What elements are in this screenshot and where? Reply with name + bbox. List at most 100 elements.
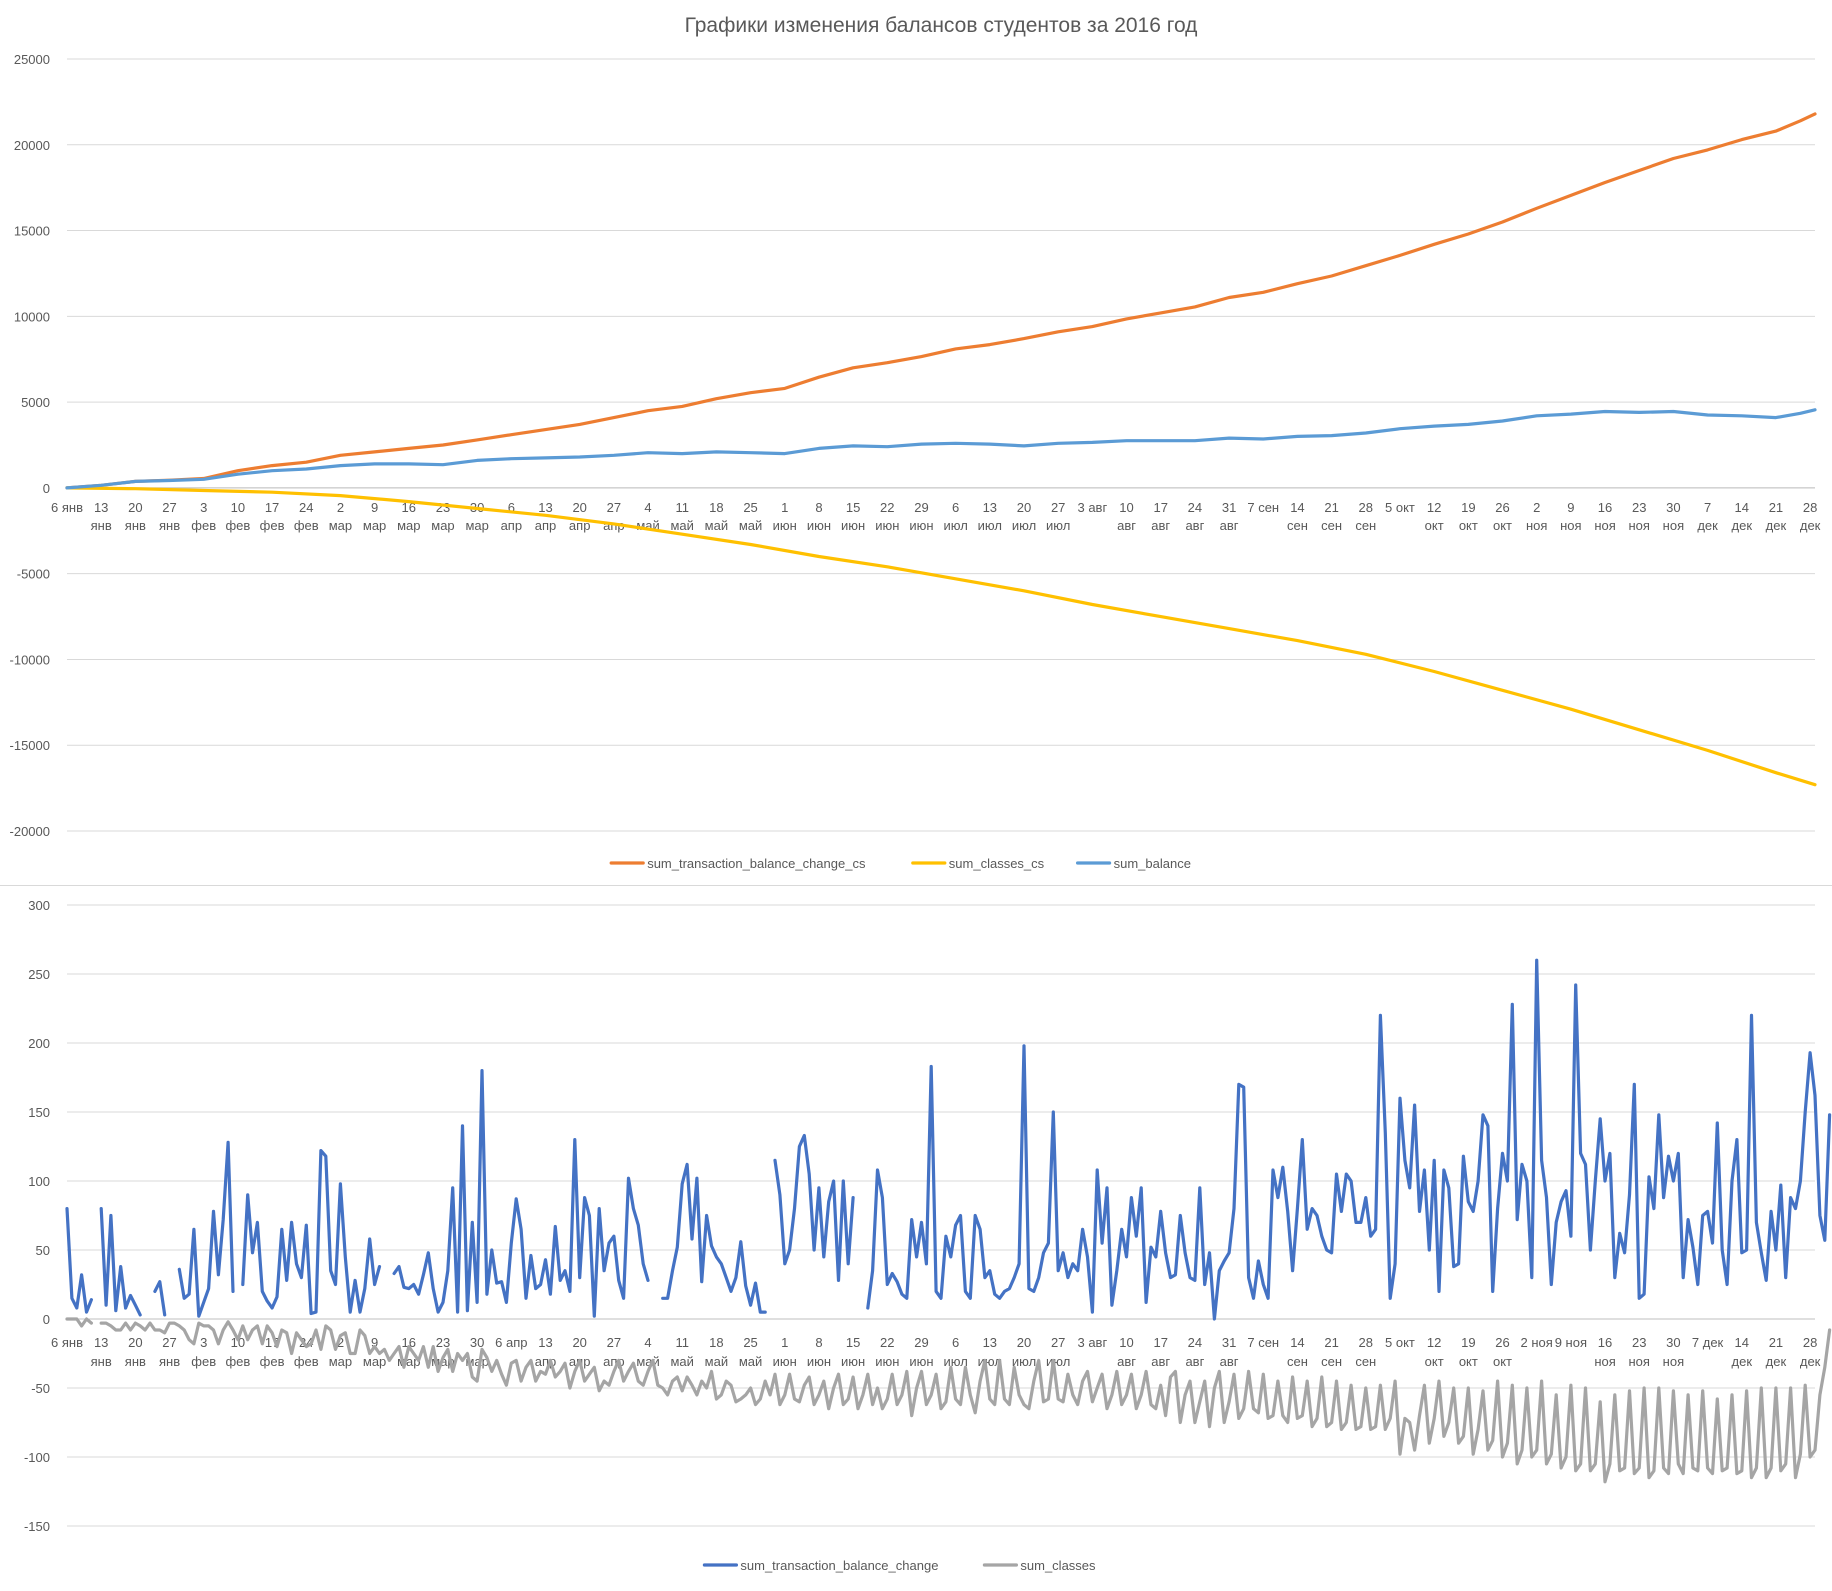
- x-tick-label-month: июн: [841, 518, 865, 533]
- x-tick-label-month: сен: [1355, 518, 1376, 533]
- y-tick-label: 100: [28, 1174, 50, 1189]
- series-segment: [65, 408, 1817, 490]
- x-tick-label: 12: [1427, 500, 1441, 515]
- x-tick-label: 27: [162, 1335, 176, 1350]
- x-tick-label: 14: [1735, 500, 1749, 515]
- x-tick-label-month: янв: [159, 1354, 180, 1369]
- y-tick-label: -50: [31, 1381, 50, 1396]
- x-tick-label-month: янв: [125, 518, 146, 533]
- series-segment: [773, 1133, 855, 1282]
- x-tick-label-month: май: [705, 1354, 728, 1369]
- x-tick-label-month: сен: [1321, 1354, 1342, 1369]
- x-tick-label-month: фев: [225, 1354, 250, 1369]
- x-tick-label: 16: [402, 500, 416, 515]
- x-tick-label-month: июн: [773, 518, 797, 533]
- x-tick-label: 7 сен: [1247, 500, 1279, 515]
- x-tick-label-month: июн: [875, 518, 899, 533]
- series-segment: [241, 1149, 382, 1316]
- chart-divider: [0, 885, 1832, 886]
- series-segment: [65, 112, 1817, 490]
- x-tick-label-month: мар: [329, 1354, 352, 1369]
- x-tick-label-month: ноя: [1560, 518, 1581, 533]
- x-tick-label: 23: [1632, 1335, 1646, 1350]
- series-segment: [65, 486, 1817, 787]
- x-tick-label-month: фев: [260, 1354, 285, 1369]
- x-tick-label-month: сен: [1355, 1354, 1376, 1369]
- x-tick-label-month: сен: [1287, 518, 1308, 533]
- x-tick-label: 13: [538, 500, 552, 515]
- x-tick-label: 11: [675, 1335, 689, 1350]
- y-tick-label: 20000: [14, 138, 50, 153]
- x-tick-label: 25: [743, 500, 757, 515]
- x-tick-label: 17: [1153, 1335, 1167, 1350]
- legend-label: sum_classes: [1020, 1558, 1096, 1573]
- chart-title: Графики изменения балансов студентов за …: [685, 14, 1198, 37]
- x-tick-label: 6: [952, 500, 959, 515]
- x-tick-label-month: мар: [363, 518, 386, 533]
- x-tick-label: 14: [1290, 1335, 1304, 1350]
- series-segment: [99, 1320, 1832, 1484]
- x-tick-label: 20: [572, 500, 586, 515]
- x-tick-label: 6 апр: [495, 1335, 527, 1350]
- x-tick-label-month: окт: [1459, 518, 1478, 533]
- x-tick-label-month: мар: [329, 518, 352, 533]
- series-line-sum_transaction_balance_change: [65, 958, 1832, 1321]
- series-segment: [65, 1317, 93, 1328]
- y-tick-label: 250: [28, 967, 50, 982]
- x-tick-label: 13: [94, 1335, 108, 1350]
- x-tick-label: 16: [402, 1335, 416, 1350]
- x-tick-label: 3 авг: [1077, 500, 1107, 515]
- x-tick-label-month: янв: [159, 518, 180, 533]
- x-tick-label: 20: [1017, 1335, 1031, 1350]
- x-tick-label: 10: [1119, 1335, 1133, 1350]
- x-tick-label: 19: [1461, 1335, 1475, 1350]
- y-tick-label: -100: [24, 1450, 50, 1465]
- legend: sum_transaction_balance_change sum_classe…: [702, 1558, 1096, 1573]
- balance-chart-svg: Графики изменения балансов студентов за …: [10, 14, 1821, 871]
- series-segment: [99, 1207, 142, 1317]
- x-tick-label: 28: [1803, 500, 1817, 515]
- x-tick-label: 11: [675, 500, 689, 515]
- x-tick-label: 1: [781, 1335, 788, 1350]
- legend-label: sum_transaction_balance_change: [740, 1558, 938, 1573]
- x-tick-label: 18: [709, 500, 723, 515]
- series-segment: [177, 1140, 235, 1318]
- x-tick-label-month: ноя: [1628, 518, 1649, 533]
- y-tick-label: 200: [28, 1036, 50, 1051]
- x-tick-label-month: авг: [1185, 1354, 1204, 1369]
- series-segment: [65, 1207, 93, 1314]
- x-tick-label: 15: [846, 1335, 860, 1350]
- x-tick-label: 21: [1769, 500, 1783, 515]
- x-tick-label-month: авг: [1117, 518, 1136, 533]
- x-tick-label: 24: [1188, 500, 1202, 515]
- y-tick-label: 10000: [14, 309, 50, 324]
- x-tick-label: 3: [200, 500, 207, 515]
- x-tick-label-month: авг: [1117, 1354, 1136, 1369]
- x-tick-label-month: дек: [1732, 518, 1753, 533]
- x-tick-label: 24: [299, 500, 313, 515]
- x-tick-label: 23: [1632, 500, 1646, 515]
- y-tick-label: 300: [28, 898, 50, 913]
- x-tick-label: 2 ноя: [1521, 1335, 1553, 1350]
- series-segment: [866, 958, 1832, 1321]
- x-tick-label-month: июл: [1012, 1354, 1036, 1369]
- y-tick-label: 50: [36, 1243, 50, 1258]
- x-tick-label: 20: [128, 500, 142, 515]
- x-tick-label: 14: [1290, 500, 1304, 515]
- x-tick-label-month: июн: [807, 1354, 831, 1369]
- x-tick-label: 14: [1735, 1335, 1749, 1350]
- x-tick-label-month: апр: [535, 518, 557, 533]
- x-tick-label: 26: [1495, 1335, 1509, 1350]
- x-tick-label: 20: [572, 1335, 586, 1350]
- x-tick-label: 27: [607, 1335, 621, 1350]
- legend-label: sum_transaction_balance_change_cs: [647, 856, 866, 871]
- x-tick-label: 15: [846, 500, 860, 515]
- x-tick-label: 3: [200, 1335, 207, 1350]
- x-tick-label-month: фев: [225, 518, 250, 533]
- x-tick-label-month: июн: [773, 1354, 797, 1369]
- x-tick-label: 28: [1359, 500, 1373, 515]
- legend-label: sum_classes_cs: [949, 856, 1045, 871]
- x-tick-label-month: ноя: [1628, 1354, 1649, 1369]
- x-tick-label: 9 ноя: [1555, 1335, 1587, 1350]
